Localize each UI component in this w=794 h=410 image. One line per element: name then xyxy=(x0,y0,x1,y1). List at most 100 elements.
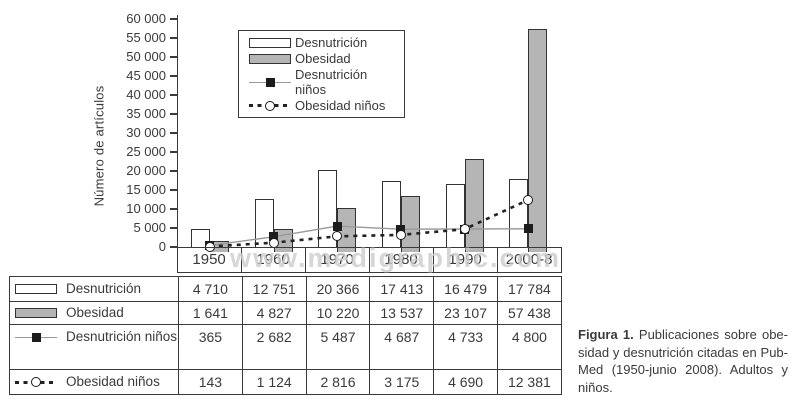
table-row-header-content: Obesidad xyxy=(10,305,178,321)
circle-marker-icon xyxy=(265,100,275,111)
table-row-label: Obesidad xyxy=(66,305,124,320)
table-row-header-content: Obesidad niños xyxy=(10,374,178,390)
circle-marker-1980 xyxy=(395,229,406,240)
table-cell: 20 366 xyxy=(305,276,371,302)
circle-marker-icon xyxy=(31,377,41,387)
bar-bar-white-1960 xyxy=(254,198,274,247)
table-row-label: Obesidad niños xyxy=(66,374,160,389)
bar-bar-white-1950 xyxy=(190,229,210,247)
table-cell: 143 xyxy=(178,369,243,395)
caption-line: sidad y desnutrición citadas en Pub- xyxy=(578,344,788,360)
y-tick-label: 45 000 xyxy=(126,68,166,83)
table-row: Obesidad niños 143 1 124 2 816 3 175 4 690 12 … xyxy=(9,369,562,395)
legend-items: Desnutrición Obesidad Desnutrición niños Ob… xyxy=(249,34,400,114)
x-tick-1960: 1960 xyxy=(242,247,306,272)
circle-marker-1970 xyxy=(332,231,343,242)
series-symbol-bar-white xyxy=(15,283,57,296)
table-cell: 4 733 xyxy=(433,324,498,370)
square-marker-1980 xyxy=(396,224,406,234)
y-tick-mark xyxy=(170,113,177,115)
bar-bar-white-1980 xyxy=(381,180,401,247)
table-row-header: Obesidad xyxy=(9,301,179,325)
table-row-header-content: Desnutrición xyxy=(10,281,178,297)
y-tick-mark xyxy=(170,94,177,96)
data-table-body: Desnutrición 4 710 12 751 20 366 17 413 16 47… xyxy=(9,276,562,395)
y-tick-label: 55 000 xyxy=(126,30,166,45)
y-tick-mark xyxy=(170,246,177,248)
y-tick-mark xyxy=(170,208,177,210)
table-cell: 4 827 xyxy=(241,301,307,325)
x-tick-1980: 1980 xyxy=(370,247,434,272)
series-symbol-bar-white xyxy=(249,36,291,49)
table-row-header: Obesidad niños xyxy=(9,369,179,395)
y-tick-label: 40 000 xyxy=(126,87,166,102)
circle-marker-2000-8 xyxy=(523,195,534,205)
y-tick-mark xyxy=(170,189,177,191)
series-symbol-bar-gray xyxy=(15,307,57,320)
y-tick-label: 15 000 xyxy=(126,182,166,197)
bar-bar-white-1970 xyxy=(318,169,338,247)
y-tick-mark xyxy=(170,151,177,153)
table-cell: 4 800 xyxy=(496,324,562,370)
y-tick-label: 25 000 xyxy=(126,144,166,159)
bar-gray-swatch xyxy=(15,308,57,318)
line-solid-square xyxy=(209,225,529,247)
table-cell: 4 710 xyxy=(178,276,243,302)
table-cell: 1 641 xyxy=(178,301,243,325)
table-cell: 5 487 xyxy=(305,324,371,370)
legend-item: Obesidad xyxy=(249,51,400,66)
y-tick-mark xyxy=(170,56,177,58)
table-cell: 10 220 xyxy=(305,301,371,325)
table-row-label: Desnutrición xyxy=(66,281,142,296)
table-cell: 17 413 xyxy=(369,276,435,302)
series-symbol-solid-square xyxy=(249,76,291,89)
bar-bar-gray-2000-8 xyxy=(528,28,548,252)
y-tick-label: 30 000 xyxy=(126,125,166,140)
table-cell: 1 124 xyxy=(241,369,307,395)
figure-caption: Figura 1. Publicaciones sobre obe- sidad… xyxy=(578,326,788,396)
caption-label: Figura 1. xyxy=(578,327,634,342)
table-cell: 13 537 xyxy=(369,301,435,325)
table-cell: 4 690 xyxy=(433,369,498,395)
legend-label: Obesidad niños xyxy=(295,98,386,113)
y-tick-mark xyxy=(170,75,177,77)
series-symbol-bar-gray xyxy=(249,52,291,65)
table-cell: 2 682 xyxy=(241,324,307,370)
square-marker-1970 xyxy=(332,221,342,231)
y-tick-label: 20 000 xyxy=(126,163,166,178)
bar-white-swatch xyxy=(15,284,57,294)
table-cell: 12 381 xyxy=(496,369,562,395)
caption-line: Med (1950-junio 2008). Adultos y xyxy=(578,362,788,377)
legend-label: Desnutrición xyxy=(295,35,368,50)
legend-item: Desnutrición niños xyxy=(249,67,400,97)
caption-line: Figura 1. Publicaciones sobre obe- xyxy=(578,326,788,344)
bar-bar-gray-1980 xyxy=(400,195,420,252)
table-cell: 12 751 xyxy=(241,276,307,302)
y-tick-label: 0 xyxy=(158,239,166,254)
table-row-label: Desnutrición niños xyxy=(66,329,178,344)
table-cell: 23 107 xyxy=(433,301,498,325)
square-marker-2000-8 xyxy=(523,224,533,234)
caption-text: Publicaciones sobre obe- xyxy=(638,327,788,342)
series-symbol-dashed-circle xyxy=(249,99,291,112)
table-cell: 4 687 xyxy=(369,324,435,370)
table-row: Obesidad 1 641 4 827 10 220 13 537 23 107 57 4… xyxy=(9,301,562,325)
y-tick-mark xyxy=(170,132,177,134)
y-tick-mark xyxy=(170,37,177,39)
x-axis-row: 1950 1960 1970 1980 1990 2000-8 xyxy=(176,246,562,273)
y-tick-mark xyxy=(170,227,177,229)
table-row: Desnutrición 4 710 12 751 20 366 17 413 16 47… xyxy=(9,276,562,302)
legend: Desnutrición Obesidad Desnutrición niños Ob… xyxy=(238,30,405,118)
x-tick-1970: 1970 xyxy=(306,247,370,272)
y-tick-label: 5 000 xyxy=(133,220,166,235)
y-tick-label: 35 000 xyxy=(126,106,166,121)
x-tick-1950: 1950 xyxy=(178,247,242,272)
y-tick-label: 50 000 xyxy=(126,49,166,64)
x-tick-2000-8: 2000-8 xyxy=(505,251,553,268)
series-symbol-solid-square xyxy=(15,331,57,344)
table-row-header: Desnutrición niños xyxy=(9,324,179,370)
y-axis-line xyxy=(176,15,179,247)
table-row: Desnutrición niños 365 2 682 5 487 4 687 4 73… xyxy=(9,324,562,370)
legend-label: Desnutrición niños xyxy=(295,67,368,97)
